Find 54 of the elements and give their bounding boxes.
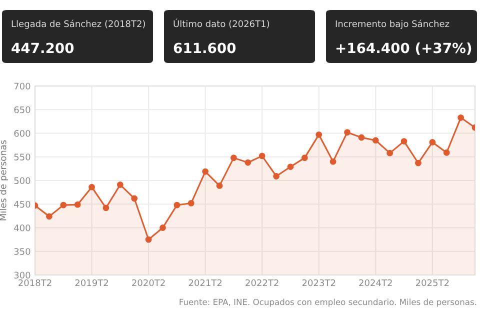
point [344,129,350,136]
point [372,137,379,144]
point [230,154,237,162]
point [88,184,95,190]
y-tick-label: 650 [14,106,30,114]
point [216,182,223,189]
point [400,138,408,144]
y-tick-label: 300 [14,272,30,279]
point [386,150,394,156]
x-tick-label: 2021T2 [188,279,222,286]
text: Llegada de Sánchez (2018T2) [12,20,145,29]
x-tick-label: 2022T2 [246,279,278,286]
point [316,131,322,138]
text: 447.200 [12,42,74,54]
y-tick-label: 550 [14,154,30,160]
point [160,224,166,231]
point [443,149,450,156]
point [429,139,436,146]
x-tick-label: 2024T2 [359,279,392,286]
text: Último dato (2026T1) [174,18,270,28]
point [244,159,252,166]
point [202,168,209,175]
point [273,173,280,180]
point [145,236,152,243]
point [131,195,138,202]
source-note: Fuente: EPA, INE. Ocupados con empleo secundario. Miles de personas. [180,298,476,307]
point [188,200,194,206]
y-tick-label: 350 [14,248,30,255]
text: 611.600 [174,42,236,54]
point [330,158,336,165]
y-tick-label: 600 [14,130,30,137]
point [46,213,52,220]
x-tick-label: 2023T2 [302,279,336,286]
point [102,204,110,212]
point [287,164,294,170]
point [116,182,124,188]
text: Incremento bajo Sánchez [336,20,450,29]
point [258,152,266,160]
point [415,160,422,166]
point [74,201,81,208]
y-tick-label: 700 [14,82,30,90]
point [301,154,308,162]
point [358,134,365,141]
point [174,202,180,208]
y-tick-label: 400 [14,224,30,232]
x-tick-label: 2019T2 [75,279,108,286]
y-tick-label: 450 [14,200,30,208]
x-tick-label: 2018T2 [18,279,52,286]
point [458,114,464,121]
x-tick-label: 2020T2 [132,279,165,286]
point [60,202,67,208]
y-tick-label: 500 [14,177,30,184]
x-tick-label: 2025T2 [416,279,449,286]
text: +164.400 (+37%) [336,42,472,55]
